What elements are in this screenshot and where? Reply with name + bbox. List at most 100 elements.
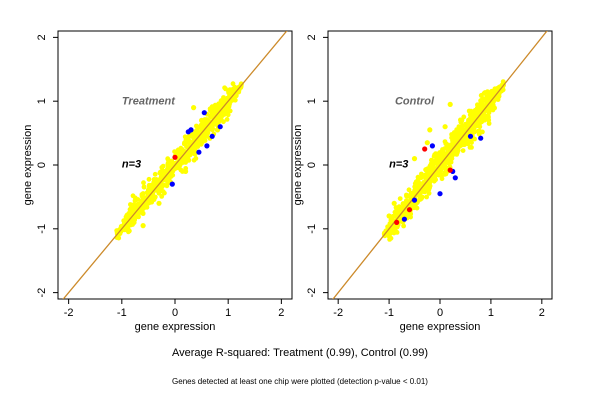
data-point (401, 216, 407, 222)
cloud-point (223, 86, 229, 92)
cloud-point (153, 177, 159, 182)
cloud-point (122, 222, 127, 227)
cloud-point (404, 193, 409, 199)
sample-count-label: n=3 (122, 159, 141, 171)
panel-title: Treatment (122, 95, 176, 107)
cloud-point (126, 228, 131, 234)
cloud-point (448, 159, 454, 165)
y-tick-label: -1 (36, 224, 48, 234)
cloud-point (211, 111, 216, 116)
cloud-point (182, 134, 188, 140)
cloud-point (183, 160, 189, 165)
data-point (191, 105, 197, 111)
data-point (188, 127, 194, 133)
x-tick-label: 0 (172, 307, 178, 319)
cloud-point (128, 205, 134, 211)
x-tick-label: 1 (225, 307, 231, 319)
cloud-point (496, 94, 501, 100)
cloud-point (165, 156, 171, 162)
r-squared-summary: Average R-squared: Treatment (0.99), Con… (172, 347, 428, 359)
cloud-point (451, 130, 457, 135)
cloud-point (208, 126, 214, 132)
treatment-scatter-panel: -2 -1 0 1 2 -2 -1 0 1 2 gene expression gene expres… (22, 30, 293, 333)
cloud-point (484, 94, 490, 100)
cloud-point (444, 141, 450, 147)
cloud-point (393, 228, 398, 234)
cloud-point (131, 202, 137, 208)
cloud-point (214, 119, 219, 125)
cloud-point (160, 189, 166, 195)
cloud-point (467, 145, 473, 150)
cloud-point (479, 119, 485, 125)
data-point (172, 154, 178, 160)
cloud-point (152, 171, 158, 177)
cloud-point (141, 184, 147, 190)
cloud-point (232, 97, 238, 103)
point-cloud (381, 79, 506, 242)
cloud-point (387, 227, 392, 233)
y-tick-label: 1 (306, 98, 318, 104)
cloud-point (436, 171, 442, 177)
control-scatter-panel: -2 -1 0 1 2 -2 -1 0 1 2 gene expression gene expres… (292, 30, 553, 333)
cloud-point (230, 81, 236, 87)
data-point (217, 124, 223, 130)
data-point (140, 223, 146, 229)
cloud-point (163, 177, 169, 183)
plot-area (62, 31, 288, 299)
cloud-point (177, 161, 183, 166)
cloud-point (476, 102, 481, 108)
cloud-point (406, 212, 412, 218)
cloud-point (138, 207, 144, 213)
data-point (386, 213, 392, 219)
cloud-point (216, 101, 222, 107)
cloud-point (160, 163, 166, 169)
cloud-point (151, 196, 157, 201)
cloud-point (449, 152, 455, 158)
cloud-point (158, 178, 163, 184)
data-point (183, 168, 189, 174)
x-tick-label: 2 (539, 307, 545, 319)
cloud-point (387, 237, 392, 242)
x-tick-label: -2 (64, 307, 74, 319)
data-point (442, 124, 448, 130)
cloud-point (427, 185, 432, 191)
data-point (478, 135, 484, 141)
x-axis-title: gene expression (400, 321, 481, 333)
data-point (467, 133, 474, 139)
cloud-point (387, 221, 393, 227)
y-tick-label: -2 (36, 288, 48, 298)
y-axis-title: gene expression (22, 125, 34, 206)
data-point (411, 197, 418, 203)
data-point (429, 143, 435, 149)
cloud-point (433, 160, 439, 166)
cloud-point (115, 232, 121, 238)
series-group (169, 110, 223, 187)
data-point (156, 200, 162, 206)
data-point (406, 207, 413, 213)
cloud-point (220, 110, 226, 115)
cloud-point (140, 211, 146, 216)
cloud-point (146, 176, 152, 182)
cloud-point (469, 114, 475, 119)
y-tick-label: 0 (306, 162, 318, 168)
series-group (172, 154, 178, 160)
cloud-point (483, 98, 488, 103)
cloud-point (401, 223, 406, 229)
data-point (199, 117, 205, 123)
cloud-point (149, 183, 155, 188)
cloud-point (432, 174, 438, 180)
data-point (201, 110, 207, 116)
cloud-point (419, 194, 425, 200)
cloud-point (420, 186, 425, 192)
cloud-point (459, 124, 465, 130)
y-tick-label: 2 (36, 34, 48, 40)
cloud-point (164, 183, 170, 189)
data-point (209, 133, 215, 139)
cloud-point (459, 117, 465, 123)
data-point (169, 181, 175, 187)
cloud-point (490, 102, 496, 108)
cloud-point (415, 181, 421, 187)
cloud-point (419, 171, 424, 177)
cloud-point (476, 131, 482, 137)
